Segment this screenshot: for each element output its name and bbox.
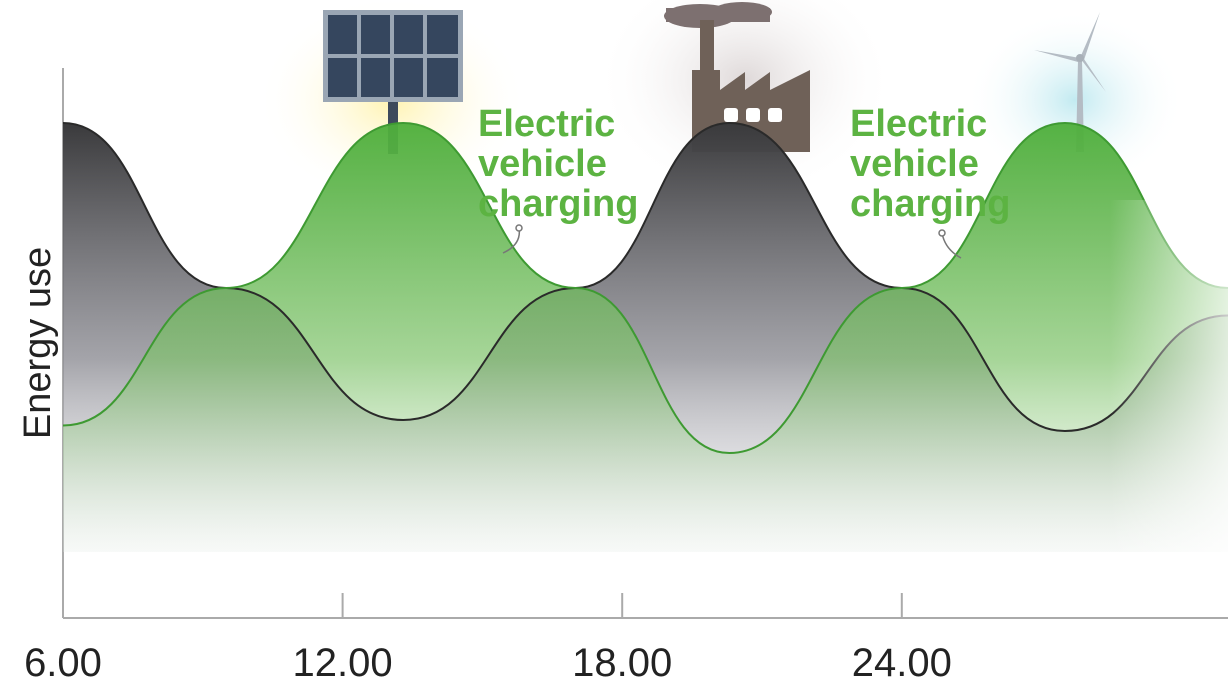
right-fade — [1110, 200, 1228, 560]
annotation-2-line-2: vehicle — [850, 143, 979, 185]
annotation-ev-charging-1: Electric vehicle charging — [478, 103, 638, 254]
x-tick-label: 24.00 — [852, 641, 952, 684]
annotation-1-line-2: vehicle — [478, 143, 607, 185]
x-tick-label: 18.00 — [572, 641, 672, 684]
x-ticks: 6.00 12.00 18.00 24.00 — [24, 593, 952, 684]
annotation-1-line-3: charging — [478, 183, 638, 225]
line-series-green — [62, 121, 1228, 455]
line-series-grey — [62, 121, 1228, 433]
x-tick-label: 12.00 — [293, 641, 393, 684]
x-tick-label: 6.00 — [24, 641, 102, 684]
annotation-2-line-3: charging — [850, 183, 1010, 225]
y-axis-label: Energy use — [17, 247, 59, 439]
annotation-2-line-1: Electric — [850, 103, 987, 145]
area-series-green — [63, 123, 1228, 552]
annotation-ev-charging-2: Electric vehicle charging — [850, 103, 1010, 259]
annotation-1-line-1: Electric — [478, 103, 615, 145]
